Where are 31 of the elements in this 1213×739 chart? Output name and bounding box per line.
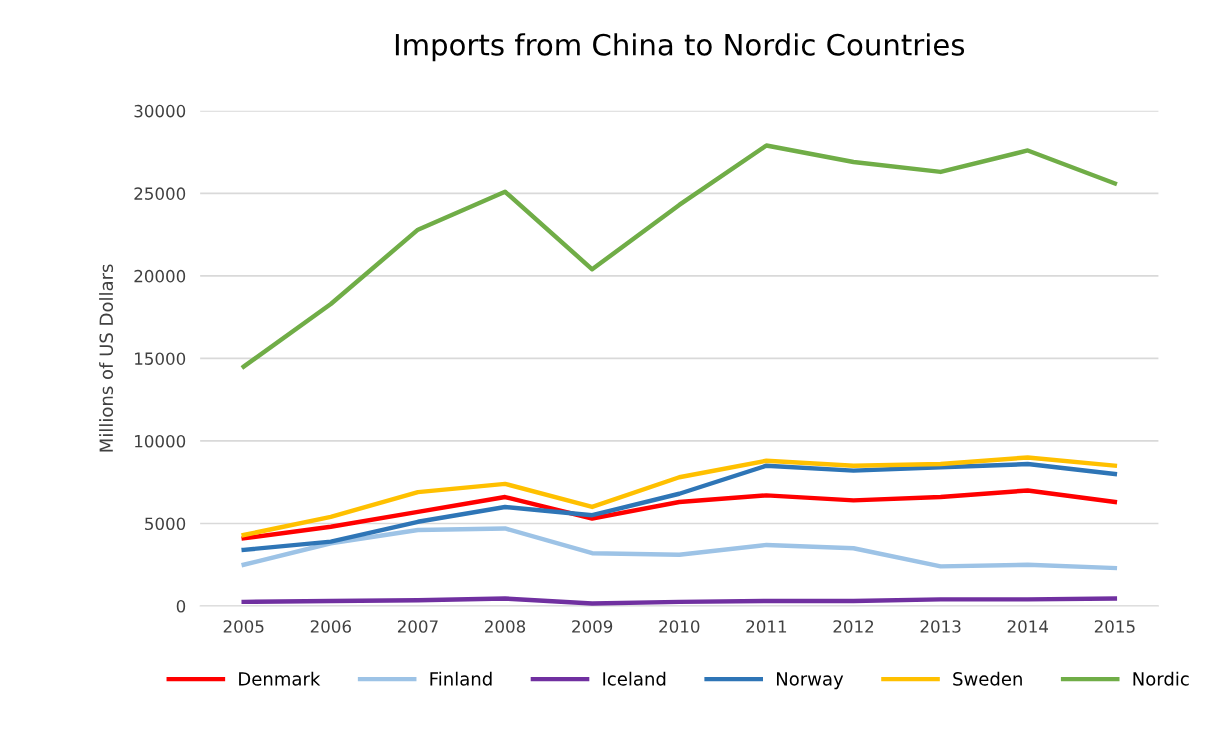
chart-title: Imports from China to Nordic Countries: [395, 33, 965, 62]
y-tick-label: 0: [176, 599, 186, 613]
legend-label: Sweden: [953, 671, 1022, 686]
x-tick-label: 2014: [1007, 620, 1049, 633]
line-series: [241, 455, 1118, 538]
x-tick-label: 2011: [746, 620, 787, 633]
legend-label: Iceland: [603, 671, 666, 686]
x-tick-label: 2013: [920, 620, 961, 633]
legend-label: Denmark: [239, 671, 321, 686]
line-series: [241, 461, 1118, 553]
legend-label: Norway: [776, 672, 844, 690]
y-tick-label: 30000: [134, 104, 186, 118]
y-axis-title: Millions of US Dollars: [99, 264, 114, 452]
x-tick-label: 2015: [1094, 620, 1135, 633]
y-tick-label: 5000: [145, 517, 186, 531]
legend-label: Finland: [430, 671, 492, 686]
x-tick-label: 2010: [659, 620, 700, 633]
line-series: [241, 526, 1118, 571]
x-tick-label: 2009: [572, 620, 613, 633]
x-tick-label: 2012: [833, 620, 874, 633]
x-tick-label: 2008: [485, 620, 526, 633]
y-tick-label: 20000: [134, 269, 186, 283]
legend-label: Nordic: [1133, 671, 1189, 686]
x-tick-label: 2006: [310, 620, 351, 633]
line-series: [241, 143, 1118, 369]
x-tick-label: 2007: [397, 620, 438, 633]
y-tick-label: 25000: [134, 187, 186, 200]
x-tick-label: 2005: [223, 620, 264, 633]
y-tick-label: 10000: [135, 434, 186, 448]
y-tick-label: 15000: [135, 352, 186, 365]
line-series: [241, 488, 1118, 541]
